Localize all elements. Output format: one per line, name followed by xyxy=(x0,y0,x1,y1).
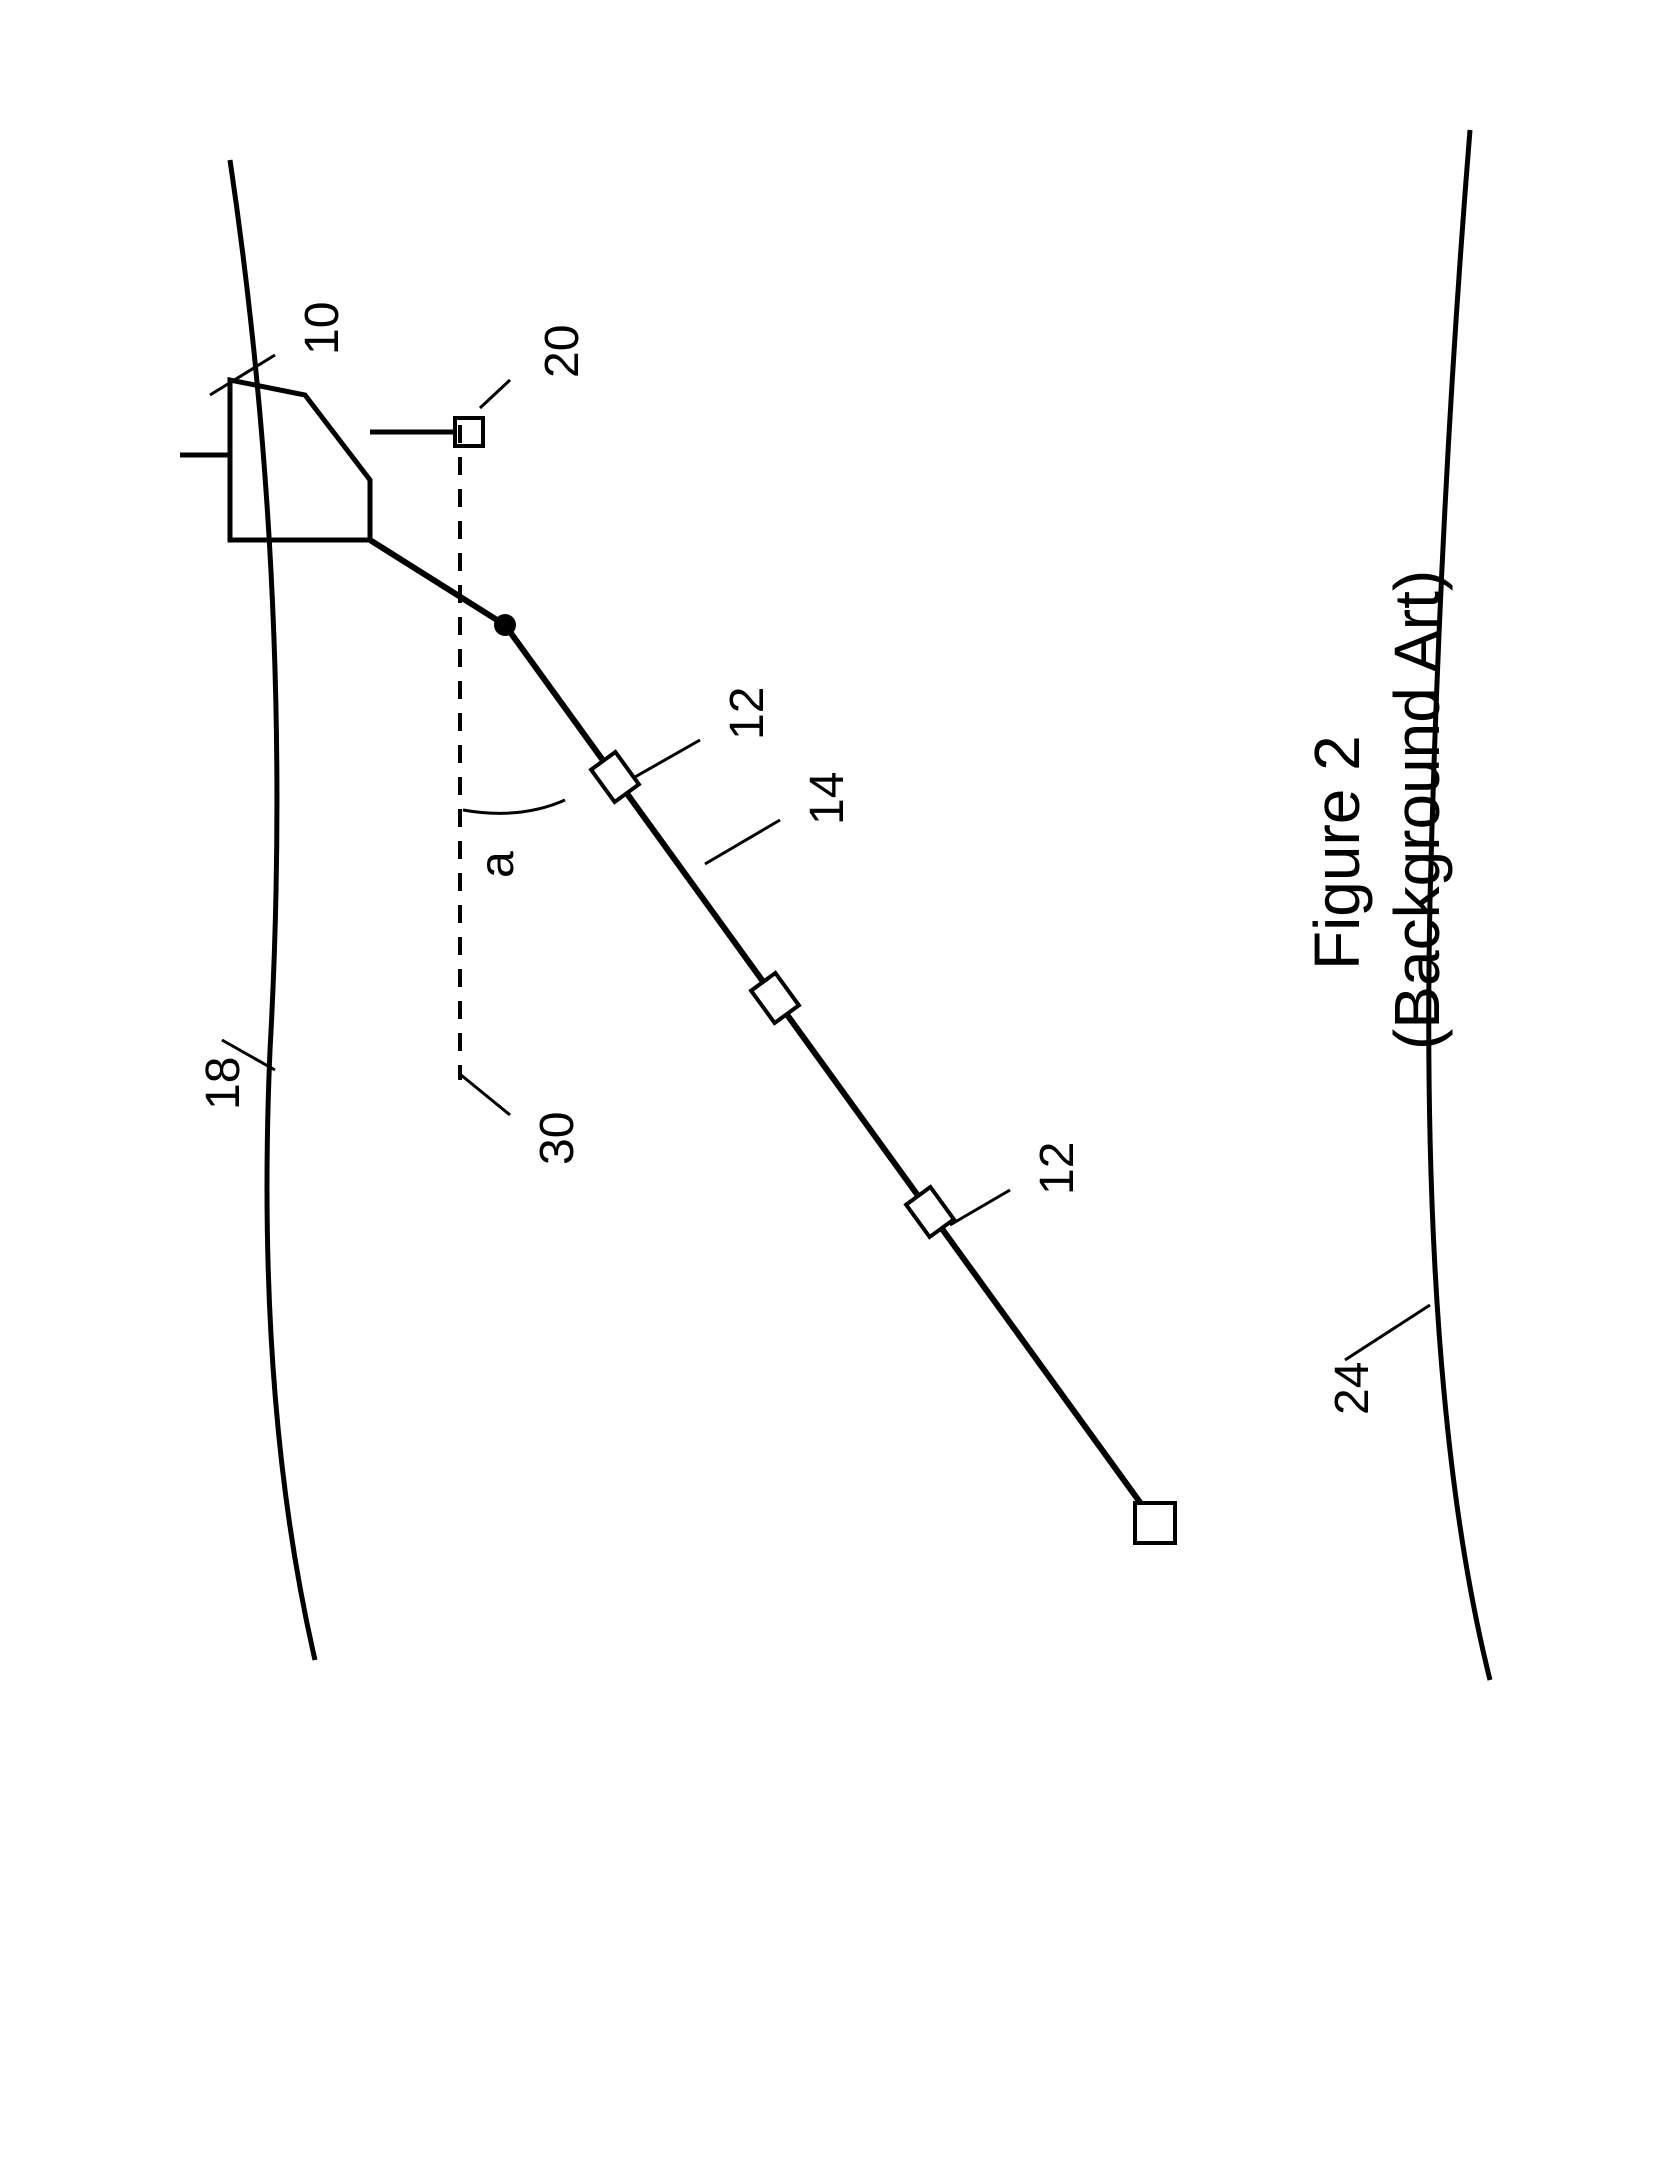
label-seabed-24: 24 xyxy=(1325,1362,1380,1415)
receiver-box-1 xyxy=(591,752,639,802)
label-angle-a: a xyxy=(470,851,525,878)
receiver-box-3 xyxy=(906,1187,954,1237)
label-vessel-10: 10 xyxy=(295,302,350,355)
leader-receiver-12a xyxy=(635,740,700,777)
leader-source xyxy=(480,380,510,408)
tow-line xyxy=(370,540,505,625)
label-surface-18: 18 xyxy=(196,1057,251,1110)
leader-streamer-14 xyxy=(705,820,780,864)
leader-receiver-12b xyxy=(950,1190,1010,1225)
label-source-20: 20 xyxy=(535,325,590,378)
vessel-body xyxy=(230,380,370,540)
label-streamer-14: 14 xyxy=(800,772,855,825)
label-receiver-12a: 12 xyxy=(720,687,775,740)
label-reference-30: 30 xyxy=(530,1112,585,1165)
label-receiver-12b: 12 xyxy=(1030,1142,1085,1195)
figure-subtitle: (Background Art) xyxy=(1380,570,1454,1050)
leader-ref-30 xyxy=(461,1075,510,1115)
figure-title: Figure 2 xyxy=(1300,735,1374,970)
angle-arc xyxy=(463,800,565,813)
receiver-box-2 xyxy=(751,973,799,1023)
receiver-box-end xyxy=(1135,1503,1175,1543)
leader-seabed-24 xyxy=(1345,1305,1430,1360)
